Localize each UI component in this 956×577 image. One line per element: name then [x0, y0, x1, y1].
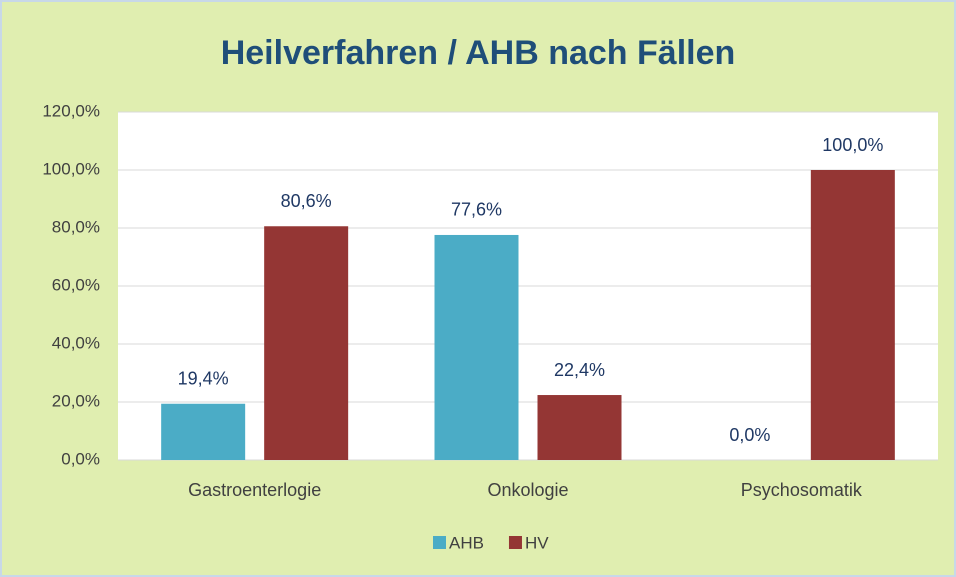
y-tick-label: 40,0%	[52, 333, 100, 352]
bar	[434, 234, 519, 460]
bar	[264, 226, 349, 460]
y-tick-label: 20,0%	[52, 391, 100, 410]
x-tick-label: Gastroenterlogie	[188, 480, 321, 500]
legend-label: HV	[525, 533, 549, 552]
chart-title: Heilverfahren / AHB nach Fällen	[221, 34, 736, 72]
y-tick-label: 100,0%	[42, 159, 100, 178]
y-tick-label: 80,0%	[52, 217, 100, 236]
value-label: 80,6%	[281, 191, 332, 211]
x-tick-label: Psychosomatik	[741, 480, 863, 500]
y-tick-label: 60,0%	[52, 275, 100, 294]
value-label: 100,0%	[822, 135, 883, 155]
bar	[537, 395, 622, 460]
x-tick-label: Onkologie	[487, 480, 568, 500]
bar	[810, 170, 895, 460]
value-label: 77,6%	[451, 200, 502, 220]
value-label: 0,0%	[729, 425, 770, 445]
y-tick-label: 120,0%	[42, 101, 100, 120]
legend-swatch	[433, 536, 446, 549]
legend-label: AHB	[449, 533, 484, 552]
bar	[161, 403, 246, 460]
legend-swatch	[508, 536, 522, 549]
value-label: 19,4%	[178, 368, 229, 388]
value-label: 22,4%	[554, 360, 605, 380]
y-tick-label: 0,0%	[61, 449, 100, 468]
